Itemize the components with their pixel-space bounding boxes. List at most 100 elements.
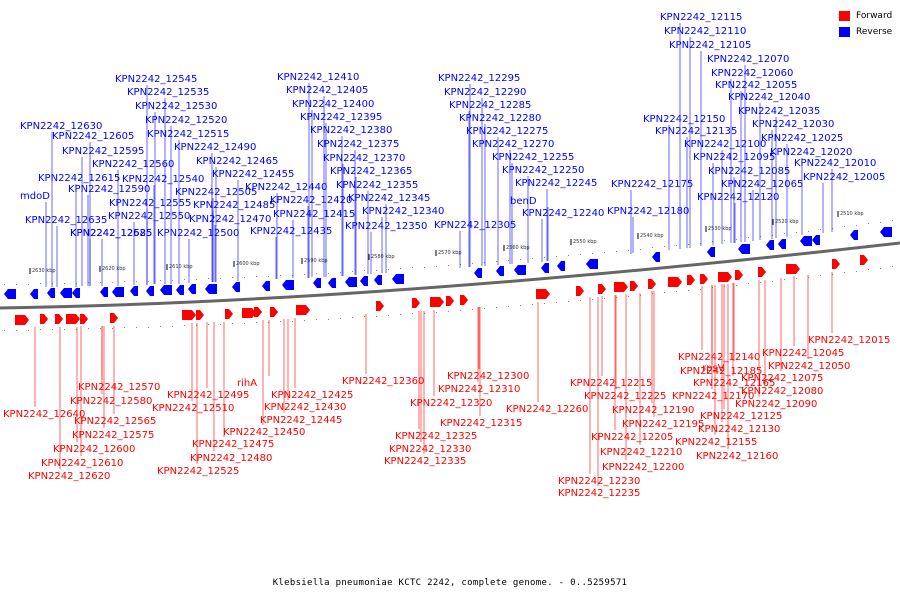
axis-dot — [808, 231, 809, 232]
forward-gene-label: KPN2242_12130 — [698, 424, 780, 435]
forward-gene-label: KPN2242_12080 — [741, 386, 823, 397]
axis-dot — [244, 323, 245, 324]
reverse-gene-label: KPN2242_12355 — [336, 180, 418, 191]
reverse-gene-label: KPN2242_12180 — [607, 206, 689, 217]
reverse-gene-label: KPN2242_12135 — [655, 126, 737, 137]
forward-gene-arrows — [15, 255, 868, 325]
reverse-gene-label: KPN2242_12630 — [20, 121, 102, 132]
axis-dot — [820, 275, 821, 276]
forward-gene-arrow — [66, 314, 80, 324]
forward-gene-label: KPN2242_12090 — [735, 399, 817, 410]
forward-gene-arrow — [860, 255, 868, 265]
tick-label: 2590 kbp — [304, 258, 328, 264]
axis-dot — [856, 271, 857, 272]
axis-dot — [712, 287, 713, 288]
reverse-gene-label: KPN2242_12615 — [38, 173, 120, 184]
axis-dot — [832, 228, 833, 229]
reverse-gene-label: KPN2242_12420 — [270, 195, 352, 206]
reverse-gene-label: KPN2242_12555 — [109, 198, 191, 209]
reverse-gene-label: KPN2242_12465 — [196, 156, 278, 167]
axis-dot — [364, 316, 365, 317]
reverse-gene-label: KPN2242_12110 — [664, 26, 746, 37]
reverse-gene-arrow — [262, 281, 270, 291]
axis-dot — [124, 327, 125, 328]
forward-gene-label: KPN2242_12170 — [672, 391, 754, 402]
axis-dot — [700, 289, 701, 290]
axis-dot — [28, 284, 29, 285]
legend-forward: Forward — [839, 9, 892, 23]
axis-dot — [172, 280, 173, 281]
reverse-gene-label: KPN2242_12065 — [721, 179, 803, 190]
forward-gene-label: KPN2242_12300 — [447, 371, 529, 382]
tick-label: 2620 kbp — [102, 266, 126, 272]
reverse-gene-label: KPN2242_12345 — [348, 193, 430, 204]
reverse-gene-label: KPN2242_12400 — [292, 99, 374, 110]
forward-gene-label: KPN2242_12610 — [41, 458, 123, 469]
forward-gene-label: KPN2242_12360 — [342, 376, 424, 387]
axis-dot — [496, 261, 497, 262]
axis-dot — [196, 325, 197, 326]
forward-gene-arrow — [55, 314, 63, 324]
reverse-gene-label: KPN2242_12370 — [323, 153, 405, 164]
forward-gene-arrow — [786, 264, 800, 274]
axis-dot — [40, 283, 41, 284]
axis-dot — [76, 329, 77, 330]
forward-label: Forward — [856, 11, 893, 21]
reverse-gene-label: KPN2242_12515 — [147, 129, 229, 140]
axis-dot — [148, 327, 149, 328]
axis-dot — [292, 321, 293, 322]
reverse-gene-label: KPN2242_12255 — [492, 152, 574, 163]
axis-dot — [604, 298, 605, 299]
tick-label: 2610 kbp — [169, 264, 193, 270]
axis-dot — [16, 330, 17, 331]
axis-dot — [340, 272, 341, 273]
axis-dot — [652, 247, 653, 248]
reverse-gene-arrow — [766, 240, 774, 250]
forward-gene-label: KPN2242_12510 — [152, 403, 234, 414]
axis-dot — [496, 307, 497, 308]
reverse-gene-label: KPN2242_12520 — [145, 115, 227, 126]
reverse-gene-label: KPN2242_12585 — [70, 228, 152, 239]
reverse-gene-label: KPN2242_12340 — [362, 206, 444, 217]
axis-dot — [484, 308, 485, 309]
reverse-gene-label: mdoD — [20, 191, 50, 202]
reverse-gene-arrow — [880, 227, 892, 237]
forward-gene-label: KPN2242_12430 — [264, 402, 346, 413]
axis-dot — [244, 277, 245, 278]
reverse-gene-label: KPN2242_12440 — [245, 182, 327, 193]
axis-dot — [220, 324, 221, 325]
forward-gene-arrow — [758, 267, 766, 277]
axis-dot — [832, 274, 833, 275]
reverse-gene-arrow — [4, 289, 16, 299]
forward-gene-arrow — [296, 305, 310, 315]
reverse-gene-arrow — [738, 244, 750, 254]
tick-label: 2530 kbp — [708, 226, 732, 232]
axis-dot — [508, 306, 509, 307]
reverse-gene-label: KPN2242_12175 — [611, 179, 693, 190]
reverse-gene-label: KPN2242_12350 — [345, 221, 427, 232]
reverse-gene-arrow — [112, 287, 124, 297]
axis-dot — [664, 292, 665, 293]
reverse-gene-label: KPN2242_12030 — [752, 119, 834, 130]
forward-gene-label: KPN2242_12205 — [591, 432, 673, 443]
axis-dot — [736, 239, 737, 240]
axis-dot — [208, 278, 209, 279]
axis-dot — [460, 310, 461, 311]
forward-gene-arrow — [254, 307, 262, 317]
forward-gene-label: KPN2242_12140 — [678, 352, 760, 363]
axis-dot — [340, 318, 341, 319]
axis-dot — [568, 255, 569, 256]
reverse-gene-label: KPN2242_12415 — [273, 209, 355, 220]
forward-gene-arrow — [630, 281, 638, 291]
reverse-gene-label: KPN2242_12150 — [643, 114, 725, 125]
forward-gene-label: KPN2242_12225 — [584, 391, 666, 402]
axis-dot — [352, 317, 353, 318]
axis-dot — [556, 302, 557, 303]
reverse-gene-label: KPN2242_12305 — [434, 220, 516, 231]
forward-gene-arrow — [242, 308, 256, 318]
forward-gene-label: KPN2242_12580 — [70, 396, 152, 407]
forward-gene-arrow — [687, 275, 695, 285]
axis-dot — [424, 267, 425, 268]
reverse-gene-label: KPN2242_12380 — [310, 125, 392, 136]
forward-gene-label: rpsV — [702, 363, 725, 374]
